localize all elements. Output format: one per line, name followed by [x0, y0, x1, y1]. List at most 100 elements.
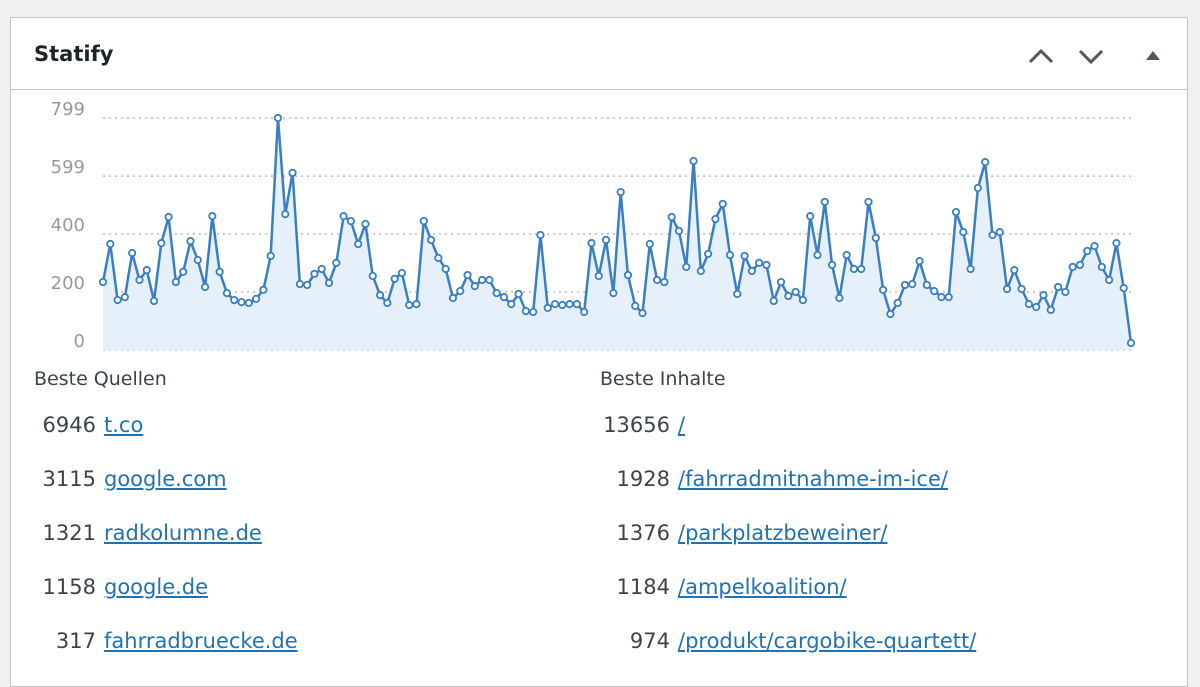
chart: 0 200 400 599 799 — [51, 99, 1136, 352]
count: 13656 — [603, 413, 670, 437]
link[interactable]: /ampelkoalition/ — [678, 575, 847, 599]
y-tick-label: 799 — [51, 99, 85, 120]
point — [1097, 262, 1106, 272]
point — [1068, 262, 1077, 272]
point — [470, 282, 479, 291]
link[interactable]: t.co — [104, 413, 144, 437]
point — [631, 301, 640, 310]
y-tick-label: 400 — [51, 215, 85, 236]
point — [660, 277, 669, 287]
point — [215, 267, 224, 276]
point — [959, 228, 968, 237]
link[interactable]: fahrradbruecke.de — [104, 629, 298, 653]
point — [324, 278, 334, 288]
link[interactable]: google.com — [104, 467, 227, 491]
toggle-panel[interactable] — [1146, 51, 1160, 60]
point — [478, 275, 487, 285]
area-fill — [103, 118, 1131, 350]
count: 974 — [629, 629, 670, 653]
point — [521, 306, 530, 316]
point — [616, 187, 625, 197]
list-row: 1158 google.de — [34, 560, 298, 614]
y-tick-label: 599 — [51, 157, 85, 178]
point — [857, 264, 866, 274]
point — [915, 257, 924, 266]
point — [1010, 266, 1019, 275]
point — [733, 289, 742, 299]
link[interactable]: google.de — [104, 575, 209, 599]
point — [922, 280, 931, 290]
list-row: 1184/ampelkoalition/ — [600, 560, 976, 614]
point — [784, 291, 793, 301]
point — [725, 250, 735, 260]
point — [266, 251, 275, 261]
point — [842, 250, 851, 260]
widget-title: Statify — [34, 42, 114, 66]
link[interactable]: / — [678, 413, 686, 437]
list-row: 1928/fahrradmitnahme-im-ice/ — [600, 452, 976, 506]
link[interactable]: /produkt/cargobike-quartett/ — [678, 629, 977, 653]
point — [354, 239, 363, 249]
point — [674, 226, 684, 236]
point — [930, 286, 939, 296]
point — [171, 277, 181, 287]
y-tick-label: 200 — [51, 273, 85, 294]
move-up[interactable] — [1028, 48, 1054, 64]
move-down[interactable] — [1078, 49, 1104, 65]
point — [711, 214, 720, 224]
sources-list: Beste Quellen 6946 t.co 3115 google.com 1321… — [34, 368, 298, 668]
point — [543, 303, 552, 312]
point — [368, 271, 377, 281]
count: 3115 — [42, 467, 96, 491]
point — [456, 286, 465, 296]
list-row: 1376/parkplatzbeweiner/ — [600, 506, 976, 560]
point — [893, 298, 902, 308]
point — [806, 212, 815, 221]
contents-list: Beste Inhalte 13656 / 1928/fahrradmitnahme… — [600, 368, 976, 668]
point — [835, 293, 844, 303]
point — [682, 262, 691, 272]
point — [791, 287, 800, 297]
point — [973, 183, 982, 193]
statify-widget: Statify 0 200 400 599 799 Beste Quellen 6946… — [10, 17, 1188, 687]
y-tick-label: 0 — [74, 331, 85, 352]
point — [426, 235, 436, 245]
point — [149, 296, 159, 306]
point — [536, 230, 545, 240]
point — [106, 239, 115, 249]
point — [463, 270, 472, 280]
point — [652, 275, 662, 285]
point — [879, 285, 888, 294]
point — [390, 274, 399, 283]
point — [594, 271, 603, 281]
sources-title: Beste Quellen — [34, 368, 167, 390]
link[interactable]: /parkplatzbeweiner/ — [678, 521, 888, 545]
point — [375, 291, 385, 300]
point — [1032, 302, 1041, 312]
point — [864, 197, 873, 207]
point — [98, 277, 108, 287]
point — [200, 282, 210, 292]
point — [179, 267, 188, 276]
point — [499, 293, 509, 302]
point — [827, 260, 837, 270]
point — [448, 293, 458, 303]
point — [601, 235, 611, 245]
point — [135, 275, 144, 285]
point — [820, 197, 829, 207]
link[interactable]: radkolumne.de — [104, 521, 262, 545]
list-row: 6946 t.co — [34, 398, 298, 452]
page: Statify 0 200 400 599 799 Beste Quellen 6946… — [10, 17, 1188, 687]
point — [1083, 246, 1092, 256]
point — [558, 300, 567, 310]
point — [346, 216, 355, 226]
point — [696, 266, 705, 276]
link[interactable]: /fahrradmitnahme-im-ice/ — [678, 467, 948, 491]
point — [405, 300, 414, 310]
count: 6946 — [42, 413, 96, 437]
point — [361, 219, 370, 229]
point — [944, 293, 953, 302]
contents-title: Beste Inhalte — [600, 368, 726, 390]
point — [412, 300, 421, 309]
point — [1002, 284, 1012, 294]
